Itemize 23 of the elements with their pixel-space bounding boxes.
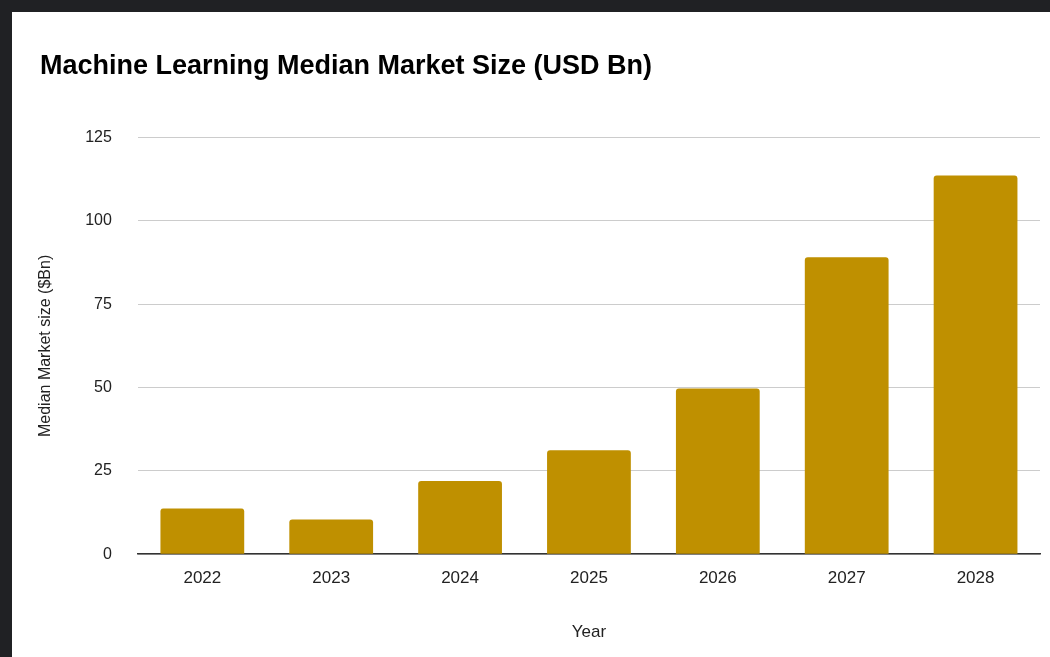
chart-title: Machine Learning Median Market Size (USD Bn) <box>40 50 653 81</box>
bar <box>160 508 245 554</box>
y-axis-title: Median Market size ($Bn) <box>36 254 54 438</box>
y-tick-label: 100 <box>85 211 112 229</box>
y-tick-label: 75 <box>94 294 112 312</box>
bar <box>675 388 760 554</box>
x-tick-label: 2026 <box>698 568 737 588</box>
y-tick-label: 0 <box>102 544 112 562</box>
bar <box>418 480 502 554</box>
y-tick-label: 25 <box>94 461 112 479</box>
x-tick-label: 2023 <box>312 568 351 588</box>
bar <box>804 257 889 554</box>
bar <box>547 450 631 554</box>
y-tick-label: 125 <box>85 128 112 146</box>
bar <box>289 519 374 554</box>
x-axis-title: Year <box>571 622 607 642</box>
x-tick-label: 2022 <box>183 568 222 588</box>
x-tick-label: 2024 <box>441 568 479 588</box>
x-tick-label: 2027 <box>827 568 866 588</box>
x-tick-label: 2025 <box>570 568 608 588</box>
x-tick-label: 2028 <box>956 568 995 588</box>
y-tick-label: 50 <box>94 377 112 395</box>
bar <box>933 175 1018 554</box>
